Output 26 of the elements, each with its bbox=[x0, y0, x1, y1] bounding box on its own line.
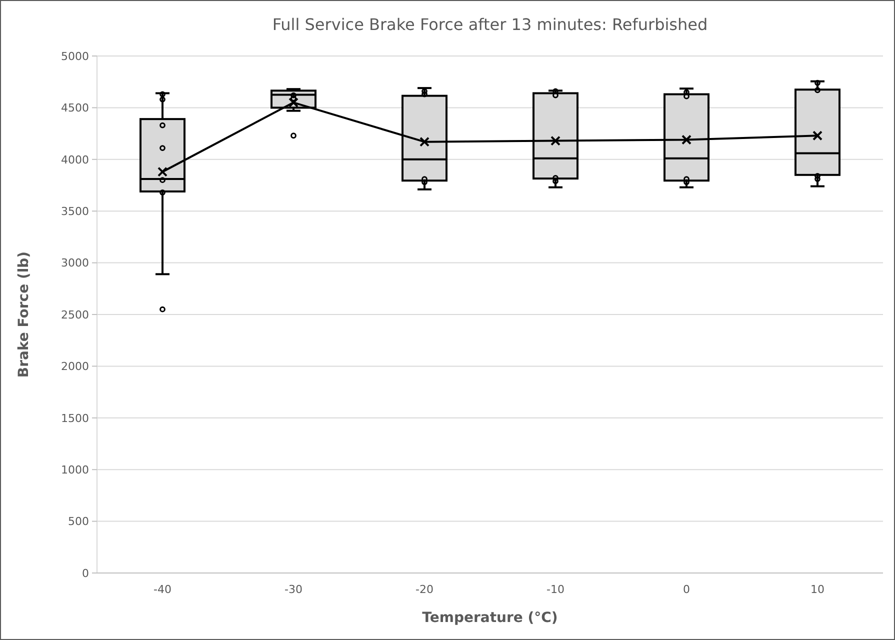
y-tick-label: 0 bbox=[82, 566, 89, 580]
x-tick-label: 0 bbox=[683, 583, 690, 596]
y-tick-label: 3500 bbox=[61, 204, 89, 218]
x-tick-label: 10 bbox=[810, 583, 824, 596]
y-tick-label: 4500 bbox=[61, 102, 89, 115]
point bbox=[682, 134, 692, 145]
point bbox=[812, 130, 822, 141]
x-tick-label: -10 bbox=[546, 583, 564, 596]
y-axis-title: Brake Force (lb) bbox=[16, 251, 32, 378]
point bbox=[288, 98, 298, 108]
y-tick-label: 3000 bbox=[61, 256, 89, 270]
chart-title: Full Service Brake Force after 13 minutes: Refurbished bbox=[272, 15, 708, 34]
x-tick-label: -40 bbox=[154, 583, 172, 596]
point bbox=[550, 136, 560, 146]
point bbox=[158, 166, 168, 177]
x-tick-label: -20 bbox=[416, 583, 434, 596]
x-axis-title: Temperature (°C) bbox=[422, 610, 558, 626]
y-tick-label: 1000 bbox=[61, 463, 89, 476]
y-tick-label: 2500 bbox=[61, 308, 89, 322]
y-tick-label: 2000 bbox=[61, 360, 89, 374]
x-tick-label: -30 bbox=[284, 583, 302, 596]
y-tick-label: 1500 bbox=[61, 412, 89, 425]
y-tick-label: 4000 bbox=[61, 153, 89, 166]
y-tick-label: 5000 bbox=[61, 50, 89, 63]
point bbox=[420, 136, 430, 147]
y-tick-label: 500 bbox=[68, 515, 89, 528]
